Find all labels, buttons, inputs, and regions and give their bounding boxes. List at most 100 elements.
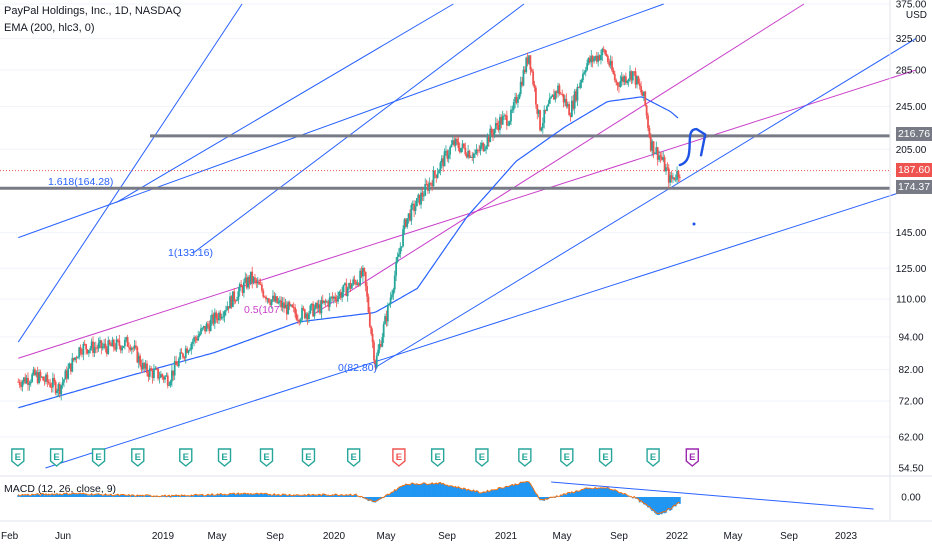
candle-body bbox=[241, 286, 244, 293]
earnings-marker[interactable]: E bbox=[179, 448, 193, 467]
macd-histogram-bar bbox=[481, 493, 483, 497]
candle-body bbox=[40, 376, 43, 378]
candle-body bbox=[575, 91, 577, 101]
candle-body bbox=[194, 337, 197, 339]
macd-histogram-bar bbox=[234, 494, 237, 497]
earnings-marker[interactable]: E bbox=[131, 448, 145, 467]
ema-indicator-legend[interactable]: EMA (200, hlc3, 0) bbox=[4, 22, 95, 34]
candle-body bbox=[557, 85, 559, 93]
macd-histogram-bar bbox=[619, 492, 622, 497]
macd-histogram-bar bbox=[384, 496, 386, 497]
candle-body bbox=[576, 86, 579, 101]
candle-body bbox=[677, 171, 680, 178]
candle-body bbox=[72, 357, 75, 361]
candle-body bbox=[618, 85, 620, 87]
macd-histogram-bar bbox=[641, 497, 644, 503]
macd-histogram-bar bbox=[227, 494, 230, 497]
candle-body bbox=[93, 347, 96, 353]
candle-body bbox=[270, 299, 273, 305]
earnings-marker[interactable]: E bbox=[301, 448, 316, 467]
macd-histogram-bar bbox=[403, 485, 406, 497]
candle-body bbox=[654, 152, 656, 154]
candle-body bbox=[301, 307, 303, 320]
price-axis[interactable]: 62.00 72.00 82.00 94.00 110.00 125.00 145.00 20… bbox=[889, 0, 927, 520]
macd-histogram-bar bbox=[335, 494, 338, 497]
macd-histogram-bar bbox=[338, 496, 341, 497]
candle-body bbox=[64, 370, 67, 380]
earnings-marker[interactable]: E bbox=[49, 448, 64, 467]
earnings-marker[interactable]: E bbox=[259, 448, 274, 467]
earnings-marker[interactable]: E bbox=[560, 448, 574, 467]
macd-histogram-bar bbox=[316, 495, 319, 497]
earnings-marker[interactable]: E bbox=[91, 448, 106, 467]
earnings-marker[interactable]: E bbox=[11, 448, 25, 467]
macd-histogram-bar bbox=[93, 495, 96, 497]
candle-body bbox=[492, 133, 494, 136]
candle-body bbox=[180, 352, 183, 354]
macd-histogram-bar bbox=[456, 488, 458, 497]
earnings-marker[interactable]: E bbox=[518, 448, 532, 467]
macd-histogram-bar bbox=[532, 488, 535, 497]
macd-histogram-bar bbox=[56, 494, 58, 497]
candle-body bbox=[161, 374, 164, 377]
stray-dot bbox=[692, 222, 696, 226]
macd-histogram-bar bbox=[389, 493, 392, 497]
earnings-marker[interactable]: E bbox=[217, 448, 232, 467]
macd-histogram-bar bbox=[588, 488, 591, 497]
candle-body bbox=[321, 300, 324, 303]
macd-histogram-bar bbox=[626, 495, 629, 497]
candle-body bbox=[309, 305, 312, 314]
macd-histogram-bar bbox=[624, 494, 627, 497]
candle-body bbox=[299, 319, 302, 322]
candle-body bbox=[294, 307, 296, 314]
symbol-title[interactable]: PayPal Holdings, Inc., 1D, NASDAQ bbox=[4, 5, 182, 17]
candle-body bbox=[168, 385, 171, 386]
macd-histogram-bar bbox=[191, 496, 194, 497]
macd-histogram-bar bbox=[445, 485, 447, 497]
projection-arrow[interactable] bbox=[678, 127, 707, 226]
candle-body bbox=[591, 55, 594, 62]
macd-histogram-bar bbox=[377, 497, 380, 501]
macd-histogram-bar bbox=[197, 495, 200, 497]
macd-histogram-bar bbox=[233, 493, 236, 497]
earnings-marker-label: E bbox=[135, 452, 141, 463]
earnings-marker[interactable]: E bbox=[598, 448, 613, 467]
earnings-marker[interactable]: E bbox=[392, 448, 406, 467]
candle-body bbox=[60, 385, 63, 395]
candle-body bbox=[429, 182, 432, 184]
macd-histogram-bar bbox=[285, 495, 288, 497]
macd-histogram-bar bbox=[580, 489, 583, 497]
macd-histogram-bar bbox=[251, 494, 254, 497]
candle-body bbox=[544, 109, 547, 111]
macd-histogram-bar bbox=[241, 494, 244, 497]
earnings-marker[interactable]: E bbox=[430, 448, 445, 467]
macd-histogram-bar bbox=[342, 496, 345, 497]
trendlines[interactable] bbox=[17, 3, 917, 469]
macd-histogram-bar bbox=[148, 495, 151, 497]
macd-histogram-bar bbox=[594, 487, 597, 497]
macd-histogram-bar bbox=[429, 483, 432, 497]
macd-histogram-bar bbox=[21, 494, 24, 497]
earnings-marker[interactable]: E bbox=[646, 448, 660, 467]
macd-histogram-bar bbox=[511, 484, 514, 497]
macd-histogram-bar bbox=[186, 496, 189, 497]
candle-body bbox=[45, 374, 47, 382]
macd-histogram-bar bbox=[260, 493, 263, 497]
macd-histogram-bar bbox=[602, 487, 605, 497]
macd-histogram-bar bbox=[385, 495, 388, 497]
candle-body bbox=[195, 338, 198, 341]
horizontal-levels[interactable] bbox=[0, 134, 890, 190]
earnings-marker[interactable]: E bbox=[685, 448, 700, 467]
candle-body bbox=[479, 145, 482, 152]
earnings-marker-shape bbox=[685, 448, 700, 467]
macd-histogram-bar bbox=[76, 494, 79, 497]
candle-body bbox=[233, 291, 236, 301]
candle-body bbox=[508, 121, 511, 125]
macd-legend[interactable]: MACD (12, 26, close, 9) bbox=[4, 483, 117, 495]
macd-histogram-bar bbox=[78, 493, 81, 497]
earnings-marker[interactable]: E bbox=[346, 448, 361, 467]
macd-histogram-bar bbox=[345, 495, 348, 497]
earnings-marker[interactable]: E bbox=[475, 448, 489, 467]
